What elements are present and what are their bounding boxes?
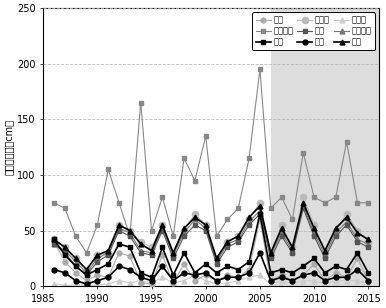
- Bar: [271, 8, 379, 286]
- Legend: 飯田, 野沢温泉, 松本, 信濃町, 白馬, 諸詮, 軽井沢, 関田高原, 菅原: 飯田, 野沢温泉, 松本, 信濃町, 白馬, 諸詮, 軽井沢, 関田高原, 菅原: [252, 12, 375, 50]
- Y-axis label: 平均積雪深［cm］: 平均積雪深［cm］: [4, 119, 14, 175]
